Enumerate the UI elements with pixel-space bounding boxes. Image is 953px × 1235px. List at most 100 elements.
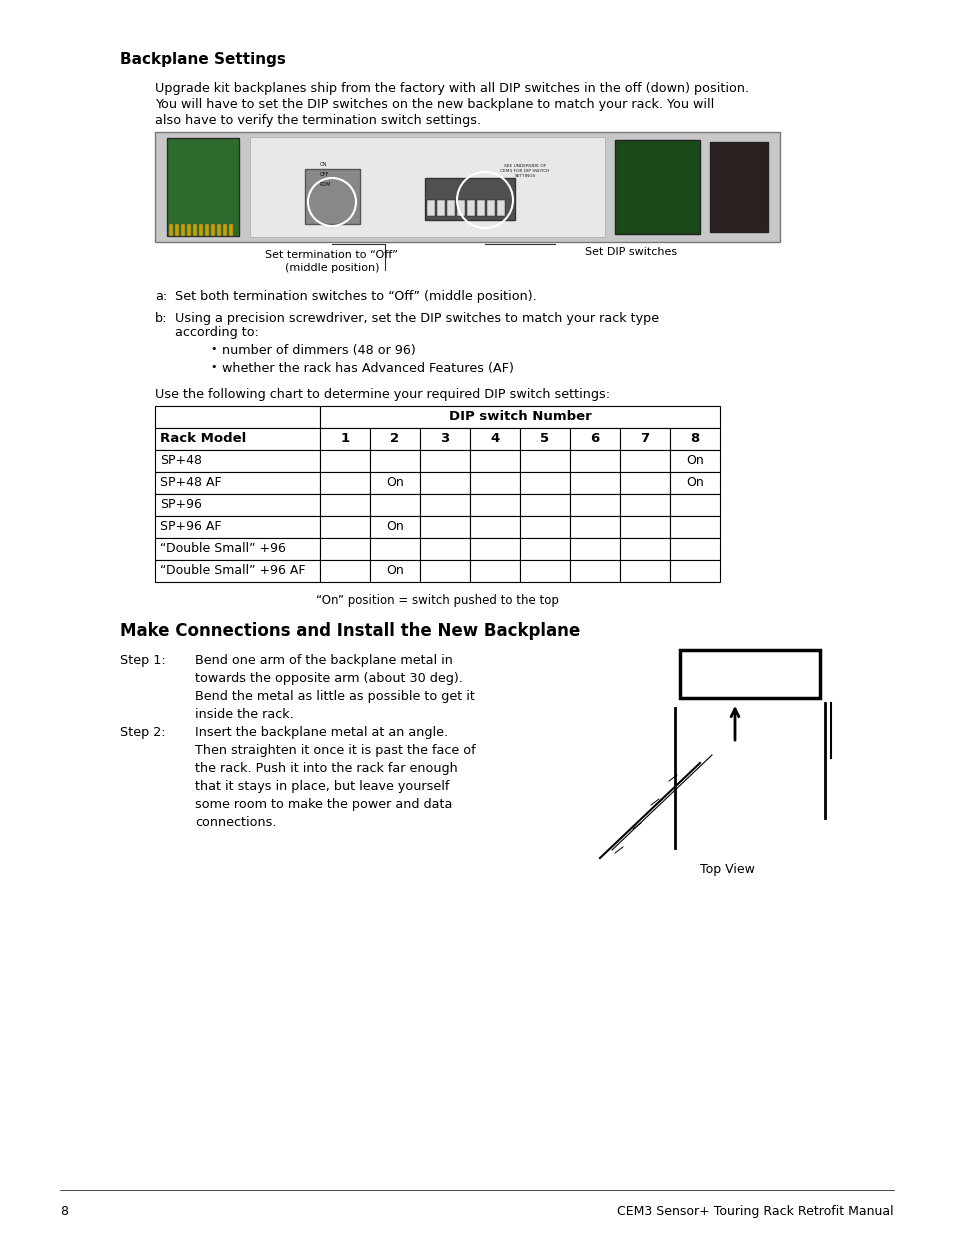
Bar [370,559,419,582]
Text: SP+48 AF: SP+48 AF [160,477,221,489]
Bar [476,200,484,216]
Bar [154,559,319,582]
Bar [619,429,669,450]
Text: On: On [386,520,403,534]
Bar [569,559,619,582]
Text: 5: 5 [539,432,549,446]
Text: On: On [386,477,403,489]
Text: 4: 4 [490,432,499,446]
Bar [569,516,619,538]
Bar [470,559,519,582]
Text: Step 2:: Step 2: [120,726,166,739]
Text: Set termination to “Off”
(middle position): Set termination to “Off” (middle positio… [265,249,398,273]
Text: also have to verify the termination switch settings.: also have to verify the termination swit… [154,114,480,127]
Text: Top View: Top View [700,863,754,876]
Bar [569,450,619,472]
Bar [154,494,319,516]
Bar [199,224,203,236]
Bar [419,429,470,450]
Bar [193,224,196,236]
Bar [486,200,495,216]
Text: 2: 2 [390,432,399,446]
Bar [615,140,700,233]
Text: b:: b: [154,312,168,325]
Text: Bend one arm of the backplane metal in
towards the opposite arm (about 30 deg).
: Bend one arm of the backplane metal in t… [194,655,475,721]
Bar [569,429,619,450]
Bar [669,559,720,582]
Bar [436,200,444,216]
Bar [519,450,569,472]
Bar [154,406,319,429]
Text: SP+96: SP+96 [160,499,202,511]
Text: Step 1:: Step 1: [120,655,166,667]
Bar [319,538,370,559]
Bar [154,538,319,559]
Text: •: • [210,362,216,372]
Bar [370,516,419,538]
Bar [205,224,209,236]
Text: Set DIP switches: Set DIP switches [584,247,677,257]
Bar [319,450,370,472]
Bar [419,559,470,582]
Bar [419,516,470,538]
Bar [467,200,475,216]
Text: OFF: OFF [319,172,329,177]
Text: On: On [685,454,703,468]
Text: number of dimmers (48 or 96): number of dimmers (48 or 96) [222,345,416,357]
Bar [519,429,569,450]
Text: whether the rack has Advanced Features (AF): whether the rack has Advanced Features (… [222,362,514,375]
Text: On: On [386,564,403,578]
Bar [619,516,669,538]
Bar [319,406,720,429]
Text: Make Connections and Install the New Backplane: Make Connections and Install the New Bac… [120,622,579,640]
Text: Upgrade kit backplanes ship from the factory with all DIP switches in the off (d: Upgrade kit backplanes ship from the fac… [154,82,748,95]
Bar [154,429,319,450]
Bar [419,450,470,472]
Text: DIP switch Number: DIP switch Number [448,410,591,424]
Bar [497,200,504,216]
Bar [470,472,519,494]
Text: SP+96 AF: SP+96 AF [160,520,221,534]
Text: •: • [210,345,216,354]
Bar [519,472,569,494]
Text: Backplane Settings: Backplane Settings [120,52,286,67]
Bar [619,559,669,582]
Text: Use the following chart to determine your required DIP switch settings:: Use the following chart to determine you… [154,388,610,401]
Bar [669,516,720,538]
Bar [619,450,669,472]
Bar [370,429,419,450]
Bar [669,494,720,516]
Bar [519,494,569,516]
Bar [229,224,233,236]
Bar [470,516,519,538]
Text: Rack Model: Rack Model [160,432,246,446]
Bar [370,450,419,472]
Bar [619,494,669,516]
Bar [174,224,179,236]
Bar [470,494,519,516]
Bar [223,224,227,236]
Bar [669,538,720,559]
Text: according to:: according to: [174,326,258,338]
Bar [470,538,519,559]
Text: ROM: ROM [319,182,331,186]
Bar [181,224,185,236]
Bar [319,472,370,494]
Text: 3: 3 [440,432,449,446]
Bar [519,516,569,538]
Bar [519,538,569,559]
Bar [669,450,720,472]
Bar [319,429,370,450]
Text: SEE UNDERSIDE OF
CEM3 FOR DIP SWITCH
SETTINGS: SEE UNDERSIDE OF CEM3 FOR DIP SWITCH SET… [499,164,549,178]
Bar [669,472,720,494]
Bar [569,538,619,559]
Bar [456,200,464,216]
Text: SP+48: SP+48 [160,454,202,468]
Bar [154,132,780,242]
Text: ON: ON [319,162,327,167]
Bar [447,200,455,216]
Bar [419,538,470,559]
Bar [154,472,319,494]
Text: Insert the backplane metal at an angle.
Then straighten it once it is past the f: Insert the backplane metal at an angle. … [194,726,476,829]
Bar [619,538,669,559]
